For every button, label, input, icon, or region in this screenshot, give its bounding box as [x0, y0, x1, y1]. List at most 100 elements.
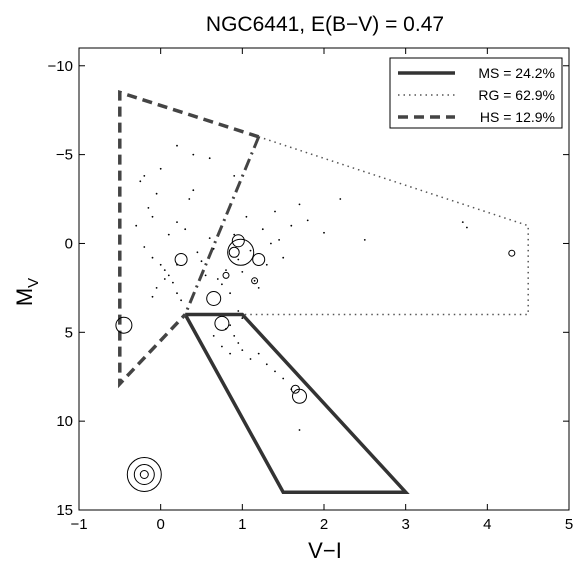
star-point: [233, 335, 236, 337]
star-point: [143, 175, 146, 177]
star-point: [159, 167, 162, 170]
star-point: [241, 271, 244, 273]
star-point: [184, 228, 187, 231]
star-point: [159, 263, 162, 266]
legend: MS = 24.2% RG = 62.9% HS = 12.9%: [389, 57, 563, 129]
star-point: [233, 233, 236, 236]
star-point: [216, 278, 219, 280]
x-tick-label: 4: [483, 516, 491, 533]
scale-key-circle: [139, 470, 149, 479]
star-point: [155, 192, 158, 195]
star-circle: [292, 388, 307, 404]
scale-key-circle: [133, 464, 155, 485]
y-tick-label: −10: [48, 58, 73, 75]
chart-marks: [115, 90, 529, 494]
svg-text:MV: MV: [12, 278, 42, 306]
star-point: [167, 274, 170, 277]
star-point: [237, 310, 240, 312]
x-tick-label: −1: [70, 516, 87, 533]
scale-key-circle: [126, 457, 162, 492]
star-point: [257, 352, 260, 355]
star-point: [278, 239, 280, 241]
star-circle: [228, 246, 240, 258]
star-point: [176, 292, 178, 295]
star-point: [245, 215, 248, 218]
star-point: [151, 256, 154, 259]
star-point: [192, 153, 195, 156]
star-point: [282, 377, 285, 380]
star-point: [135, 224, 138, 227]
star-point: [139, 180, 142, 183]
star-point: [188, 198, 191, 200]
star-point: [204, 274, 207, 277]
y-tick-label: 5: [65, 324, 73, 341]
region-hs-boundary: [118, 90, 260, 389]
star-point: [208, 157, 211, 160]
star-point: [253, 279, 256, 282]
star-point: [323, 231, 325, 234]
star-point: [225, 269, 227, 271]
star-point: [172, 281, 174, 284]
star-point: [233, 175, 236, 177]
star-point: [229, 292, 232, 295]
star-circle: [115, 316, 133, 334]
star-point: [265, 363, 268, 366]
y-tick-label: 10: [56, 413, 73, 430]
star-point: [257, 287, 260, 289]
star-point: [306, 219, 309, 222]
x-axis-label: V−I: [308, 538, 342, 563]
star-point: [274, 210, 276, 213]
y-tick-label: 15: [56, 502, 73, 519]
star-circle: [508, 249, 516, 257]
star-point: [363, 239, 366, 241]
star-point: [282, 256, 285, 259]
star-point: [229, 352, 232, 355]
star-circle: [206, 291, 222, 306]
x-tick-label: 0: [156, 516, 164, 533]
chart-title: NGC6441, E(B−V) = 0.47: [206, 13, 444, 36]
star-point: [151, 215, 154, 218]
star-circle: [252, 253, 266, 266]
star-point: [180, 299, 183, 302]
star-point: [143, 246, 146, 248]
star-point: [237, 258, 240, 261]
star-point: [192, 189, 195, 192]
star-circle: [174, 253, 188, 266]
star-circle: [227, 238, 255, 266]
star-point: [176, 221, 178, 224]
y-axis-label-sub: V: [25, 278, 42, 288]
star-point: [261, 228, 264, 231]
y-tick-label: −5: [56, 147, 73, 164]
star-point: [241, 349, 244, 351]
star-point: [466, 226, 468, 229]
star-point: [221, 283, 223, 286]
star-point: [163, 269, 166, 271]
star-point: [155, 287, 158, 289]
x-tick-label: 5: [565, 516, 573, 533]
star-point: [461, 221, 464, 224]
region-ms-boundary: [183, 312, 410, 494]
star-point: [298, 203, 301, 206]
star-point: [270, 242, 272, 245]
star-point: [339, 198, 342, 200]
star-point: [200, 260, 203, 263]
x-tick-label: 3: [401, 516, 409, 533]
y-tick-label: 0: [65, 235, 73, 252]
star-point: [237, 342, 240, 344]
star-point: [208, 237, 211, 240]
star-point: [274, 370, 276, 373]
y-axis-label: MV: [12, 278, 42, 306]
star-point: [290, 224, 293, 227]
x-tick-label: 1: [238, 516, 246, 533]
star-circle: [231, 234, 245, 248]
star-point: [151, 295, 154, 298]
star-point: [249, 249, 252, 252]
region-rg-boundary: [242, 136, 529, 316]
star-point: [212, 247, 215, 250]
y-axis-label-main: M: [12, 288, 37, 306]
star-circle: [222, 271, 230, 279]
legend-label-ms: MS = 24.2%: [478, 65, 555, 81]
legend-label-rg: RG = 62.9%: [478, 87, 555, 103]
